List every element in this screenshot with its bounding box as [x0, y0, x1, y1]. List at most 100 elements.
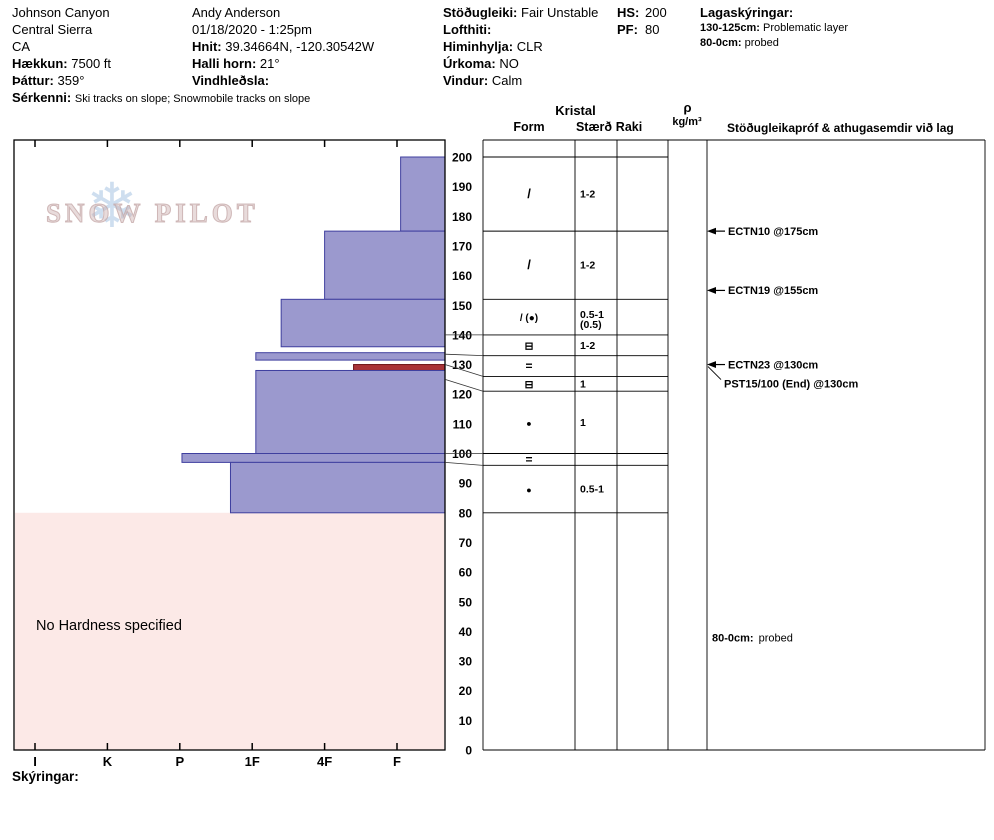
depth-tick-label: 190: [452, 180, 472, 194]
grain-size-value: 0.5-1: [580, 309, 604, 321]
test-leader-line: [707, 366, 722, 380]
depth-tick-label: 70: [459, 536, 473, 550]
tests-comments-header: Stöðugleikapróf & athugasemdir við lag: [727, 121, 954, 135]
hardness-axis-label: P: [175, 754, 184, 769]
hardness-layer-bar: [255, 369, 446, 455]
grain-form-symbol: =: [525, 359, 532, 373]
test-arrow-icon: [707, 227, 716, 235]
pf-label: PF:: [617, 22, 638, 37]
hardness-layer-bar: [255, 352, 446, 361]
slope-line: Halli horn: 21°: [192, 55, 374, 72]
grain-size-value: 0.5-1: [580, 484, 604, 496]
slope-value: 21°: [259, 56, 280, 71]
grain-form-symbol: ⊟: [525, 340, 534, 352]
depth-tick-label: 160: [452, 269, 472, 283]
windloading-line: Vindhleðsla:: [192, 72, 374, 89]
hardness-axis-label: I: [33, 754, 37, 769]
stability-label: Stöðugleiki:: [443, 5, 518, 20]
hardness-layer-bar: [229, 461, 446, 514]
depth-tick-label: 30: [459, 655, 473, 669]
coords-value: 39.34664N, -120.30542W: [225, 39, 375, 54]
depth-tick-label: 120: [452, 388, 472, 402]
sky-label: Himinhylja:: [443, 39, 514, 54]
test-arrow-icon: [707, 287, 716, 294]
windloading-label: Vindhleðsla:: [192, 73, 270, 88]
hardness-layer-bar: [280, 298, 446, 348]
depth-tick-label: 110: [453, 417, 473, 431]
density-header: ρ: [683, 100, 692, 115]
layer-leader-line: [444, 353, 484, 357]
observation-datetime: 01/18/2020 - 1:25pm: [192, 22, 312, 37]
layer-note: 130-125cm: Problematic layer: [700, 21, 848, 36]
test-arrow-icon: [707, 361, 716, 368]
comment-note: 80-0cm: probed: [712, 632, 793, 644]
stability-test-label: ECTN23 @130cm: [728, 359, 818, 371]
depth-tick-label: 80: [459, 506, 473, 520]
state: CA: [12, 39, 31, 54]
legend-label: Skýringar:: [12, 769, 79, 784]
density-unit-header: kg/m³: [672, 116, 702, 128]
hs-value: 200: [645, 5, 667, 20]
stability-value: Fair Unstable: [521, 5, 599, 20]
stability-test-label: ECTN19 @155cm: [728, 285, 818, 297]
grain-form-symbol: /: [527, 186, 531, 201]
layer-note-text: probed: [744, 37, 779, 49]
no-hardness-region: [15, 512, 444, 750]
region: Central Sierra: [12, 22, 93, 37]
hardness-layer-bar: [324, 230, 446, 300]
airtemp-line: Lofthiti: PF: 80: [443, 21, 695, 38]
conditions-block: Stöðugleiki: Fair Unstable HS: 200 Lofth…: [443, 4, 695, 89]
stability-test-label: PST15/100 (End) @130cm: [724, 379, 858, 391]
depth-tick-label: 20: [459, 684, 473, 698]
watermark-text: SNOW PILOT: [46, 198, 259, 229]
hs-label: HS:: [617, 5, 640, 20]
layer-note-range: 80-0cm:: [700, 37, 742, 49]
depth-tick-label: 170: [452, 239, 472, 253]
depth-tick-label: 100: [452, 447, 472, 461]
grain-size-value: 1-2: [580, 260, 595, 272]
layer-note: 80-0cm: probed: [700, 36, 848, 51]
observer-block: Andy Anderson 01/18/2020 - 1:25pm Hnit: …: [192, 4, 374, 89]
snowflake-icon: ❄: [86, 172, 138, 241]
depth-tick-label: 140: [452, 328, 472, 342]
no-hardness-label: No Hardness specified: [36, 618, 182, 634]
layer-leader-line: [444, 378, 484, 392]
grain-form-symbol: / (●): [520, 313, 538, 324]
pf-value: 80: [645, 22, 660, 37]
features-value: Ski tracks on slope; Snowmobile tracks o…: [74, 93, 311, 105]
grain-size-value: 1: [580, 378, 586, 390]
grain-size-secondary: (0.5): [580, 319, 602, 331]
depth-tick-label: 200: [452, 151, 472, 165]
grain-form-symbol: /: [527, 257, 531, 272]
kristal-header: Kristal: [555, 103, 596, 118]
depth-tick-label: 50: [459, 595, 473, 609]
depth-tick-label: 90: [459, 477, 473, 491]
hardness-axis-label: 4F: [317, 754, 332, 769]
aspect-value: 359°: [57, 73, 85, 88]
size-column-header: Stærð: [575, 120, 613, 134]
precip-line: Úrkoma: NO: [443, 55, 695, 72]
elevation-line: Hækkun: 7500 ft: [12, 55, 310, 72]
stability-line: Stöðugleiki: Fair Unstable HS: 200: [443, 4, 695, 21]
precip-label: Úrkoma:: [443, 56, 496, 71]
hardness-layer-bar: [400, 156, 446, 232]
coords-line: Hnit: 39.34664N, -120.30542W: [192, 38, 374, 55]
sky-value: CLR: [516, 39, 543, 54]
layer-leader-line: [444, 364, 484, 377]
wind-value: Calm: [491, 73, 523, 88]
grain-form-symbol: ●: [526, 485, 531, 495]
form-column-header: Form: [513, 120, 545, 134]
grain-form-symbol: =: [525, 452, 532, 466]
observer-name: Andy Anderson: [192, 5, 281, 20]
grain-form-symbol: ●: [526, 418, 531, 428]
features-line: Sérkenni: Ski tracks on slope; Snowmobil…: [12, 89, 310, 108]
wind-line: Vindur: Calm: [443, 72, 695, 89]
precip-value: NO: [499, 56, 519, 71]
stability-test-label: ECTN10 @175cm: [728, 226, 818, 238]
depth-tick-label: 10: [459, 714, 473, 728]
depth-tick-label: 150: [452, 299, 472, 313]
sky-line: Himinhylja: CLR: [443, 38, 695, 55]
hardness-layer-bar: [181, 453, 446, 463]
hardness-axis-label: F: [393, 754, 401, 769]
